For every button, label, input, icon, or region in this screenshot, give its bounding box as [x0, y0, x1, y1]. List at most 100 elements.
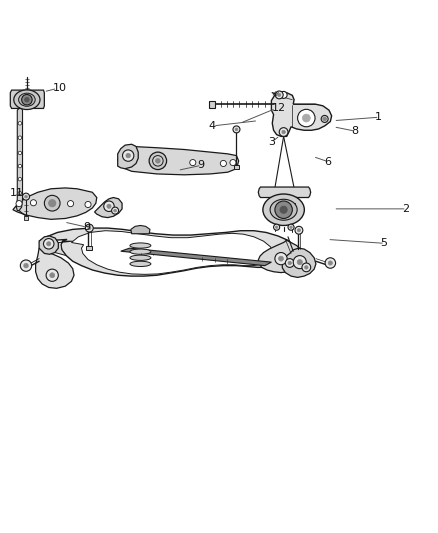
Circle shape: [22, 193, 29, 200]
Polygon shape: [39, 241, 73, 256]
Circle shape: [67, 200, 74, 207]
Circle shape: [286, 259, 294, 268]
Circle shape: [230, 159, 236, 166]
Circle shape: [18, 136, 21, 140]
Circle shape: [44, 195, 60, 211]
Circle shape: [302, 263, 311, 272]
Circle shape: [304, 265, 308, 269]
Circle shape: [24, 263, 28, 268]
Circle shape: [280, 206, 287, 213]
Circle shape: [321, 116, 328, 123]
Circle shape: [190, 159, 196, 166]
Bar: [288, 203, 294, 209]
Polygon shape: [118, 144, 138, 169]
Text: 3: 3: [268, 136, 275, 147]
Text: 11: 11: [10, 188, 23, 198]
Polygon shape: [35, 248, 74, 288]
Circle shape: [233, 126, 240, 133]
Polygon shape: [271, 198, 298, 203]
Ellipse shape: [263, 194, 304, 225]
Ellipse shape: [130, 261, 151, 266]
Ellipse shape: [130, 249, 151, 254]
Circle shape: [18, 122, 21, 125]
Circle shape: [25, 195, 28, 198]
Bar: [208, 101, 215, 108]
Circle shape: [114, 209, 117, 212]
Circle shape: [149, 152, 166, 169]
Text: 1: 1: [375, 112, 382, 122]
Circle shape: [104, 201, 114, 212]
Circle shape: [155, 159, 160, 163]
Circle shape: [282, 130, 286, 134]
Circle shape: [43, 239, 54, 249]
Polygon shape: [39, 228, 297, 276]
Circle shape: [85, 224, 93, 232]
Polygon shape: [131, 225, 150, 234]
Circle shape: [280, 92, 287, 99]
Circle shape: [279, 128, 288, 136]
Circle shape: [290, 226, 292, 229]
Circle shape: [275, 201, 292, 219]
Circle shape: [85, 201, 91, 207]
Polygon shape: [272, 92, 332, 136]
Text: 8: 8: [351, 126, 358, 136]
Ellipse shape: [14, 90, 40, 110]
Ellipse shape: [130, 243, 151, 248]
Circle shape: [288, 224, 294, 230]
Text: 9: 9: [197, 160, 204, 170]
Circle shape: [328, 261, 332, 265]
Circle shape: [288, 261, 291, 265]
Circle shape: [126, 154, 131, 158]
Circle shape: [123, 150, 134, 161]
Circle shape: [293, 256, 306, 269]
Circle shape: [276, 226, 278, 229]
Circle shape: [30, 200, 36, 206]
Circle shape: [325, 258, 336, 268]
Polygon shape: [95, 198, 122, 217]
Text: 6: 6: [324, 157, 331, 167]
Circle shape: [18, 177, 21, 181]
Circle shape: [274, 224, 280, 230]
Text: 12: 12: [272, 103, 286, 114]
Polygon shape: [39, 236, 58, 254]
Polygon shape: [16, 108, 22, 211]
Circle shape: [20, 260, 32, 271]
Ellipse shape: [130, 255, 151, 261]
Circle shape: [220, 160, 226, 166]
Circle shape: [46, 269, 58, 281]
Circle shape: [88, 227, 91, 230]
Circle shape: [50, 273, 55, 278]
Circle shape: [25, 98, 29, 102]
Bar: [24, 216, 28, 220]
Polygon shape: [71, 231, 274, 274]
Polygon shape: [13, 188, 97, 220]
Polygon shape: [11, 90, 44, 108]
Circle shape: [18, 164, 21, 168]
Circle shape: [297, 260, 302, 265]
Circle shape: [124, 158, 131, 164]
Polygon shape: [283, 248, 316, 277]
Circle shape: [278, 93, 281, 96]
Text: 4: 4: [208, 121, 215, 131]
Polygon shape: [258, 187, 311, 198]
Circle shape: [275, 253, 287, 265]
Text: 2: 2: [403, 204, 410, 214]
Circle shape: [323, 117, 326, 120]
Circle shape: [297, 109, 315, 127]
Ellipse shape: [270, 199, 297, 220]
Circle shape: [302, 114, 310, 122]
Polygon shape: [121, 248, 272, 265]
Circle shape: [295, 227, 303, 234]
Bar: [234, 165, 239, 169]
Circle shape: [18, 151, 21, 155]
Text: 5: 5: [381, 238, 388, 248]
Circle shape: [18, 191, 21, 195]
Circle shape: [279, 256, 283, 261]
Polygon shape: [118, 147, 239, 175]
Circle shape: [297, 229, 300, 232]
Polygon shape: [258, 240, 305, 272]
Circle shape: [152, 156, 163, 166]
Circle shape: [112, 207, 119, 214]
Circle shape: [155, 159, 161, 165]
Bar: [86, 246, 92, 250]
